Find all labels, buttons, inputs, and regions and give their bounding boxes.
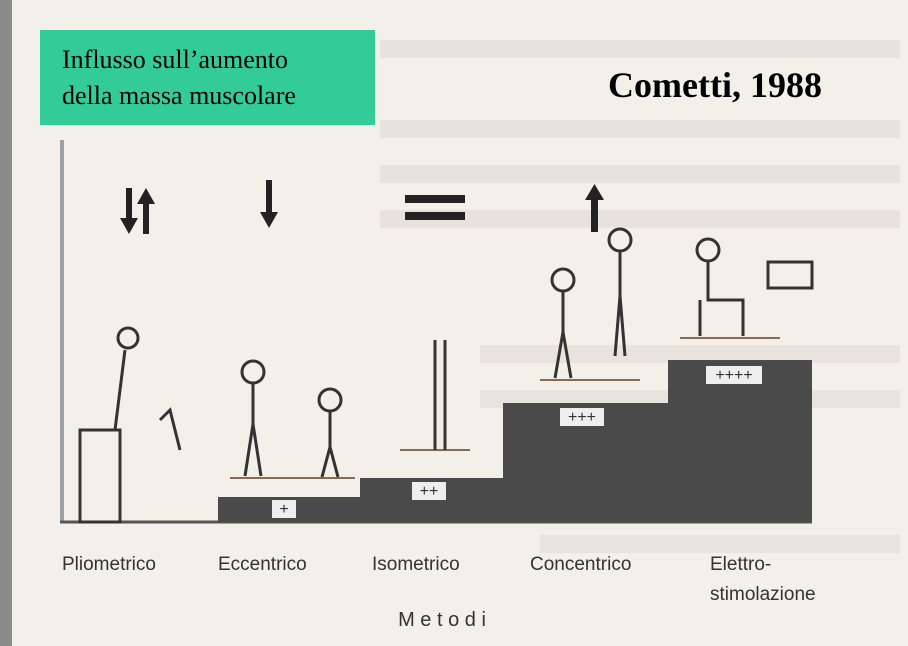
- step-label: +++: [568, 409, 596, 426]
- pole: [433, 340, 447, 450]
- figure: [240, 359, 266, 385]
- stimulator: [766, 260, 814, 290]
- title-box: [40, 30, 375, 125]
- axis-label: M e t o d i: [398, 609, 486, 631]
- ghost-line: [540, 535, 900, 553]
- ghost-line: [380, 40, 900, 58]
- method-label: Eccentrico: [218, 554, 307, 575]
- figure: [113, 349, 182, 451]
- symbols: [120, 180, 604, 234]
- step-label: ++: [420, 483, 439, 500]
- method-labels: Pliometrico Eccentrico Isometrico Concen…: [62, 554, 816, 605]
- method-label: stimolazione: [710, 584, 816, 605]
- equals: [405, 195, 465, 203]
- equals: [405, 212, 465, 220]
- title-line: Influsso sull’aumento: [62, 45, 288, 74]
- box: [78, 428, 122, 524]
- step-label-box: [412, 482, 446, 500]
- arrow-down: [260, 180, 278, 228]
- figure: [317, 387, 343, 413]
- figure: [243, 384, 263, 477]
- figure: [550, 267, 576, 293]
- figure: [116, 326, 140, 350]
- arrow-up: [585, 184, 604, 232]
- scan-edge: [0, 0, 12, 646]
- ghost-line: [380, 120, 900, 138]
- author: Cometti, 1988: [608, 65, 822, 105]
- method-label: Elettro-: [710, 554, 771, 575]
- title-line: della massa muscolare: [62, 81, 296, 110]
- step-label-box: [706, 366, 762, 384]
- figures: [78, 227, 814, 524]
- method-label: Pliometrico: [62, 554, 156, 575]
- figure: [320, 412, 340, 478]
- step-label-box: [560, 408, 604, 426]
- step-label: +: [279, 501, 288, 518]
- step: [668, 360, 812, 522]
- step-label: ++++: [715, 367, 752, 384]
- figure: [613, 252, 627, 357]
- method-label: Isometrico: [372, 554, 460, 575]
- ghost-line: [380, 210, 900, 228]
- ghost-line: [380, 165, 900, 183]
- ghost-line: [480, 345, 900, 363]
- step-label-box: [272, 500, 296, 518]
- figure: [553, 292, 573, 379]
- figure: [698, 262, 745, 336]
- method-label: Concentrico: [530, 554, 631, 575]
- figure: [695, 237, 721, 263]
- figure: [607, 227, 633, 253]
- arrow-up: [137, 188, 155, 234]
- arrow-down: [120, 188, 138, 234]
